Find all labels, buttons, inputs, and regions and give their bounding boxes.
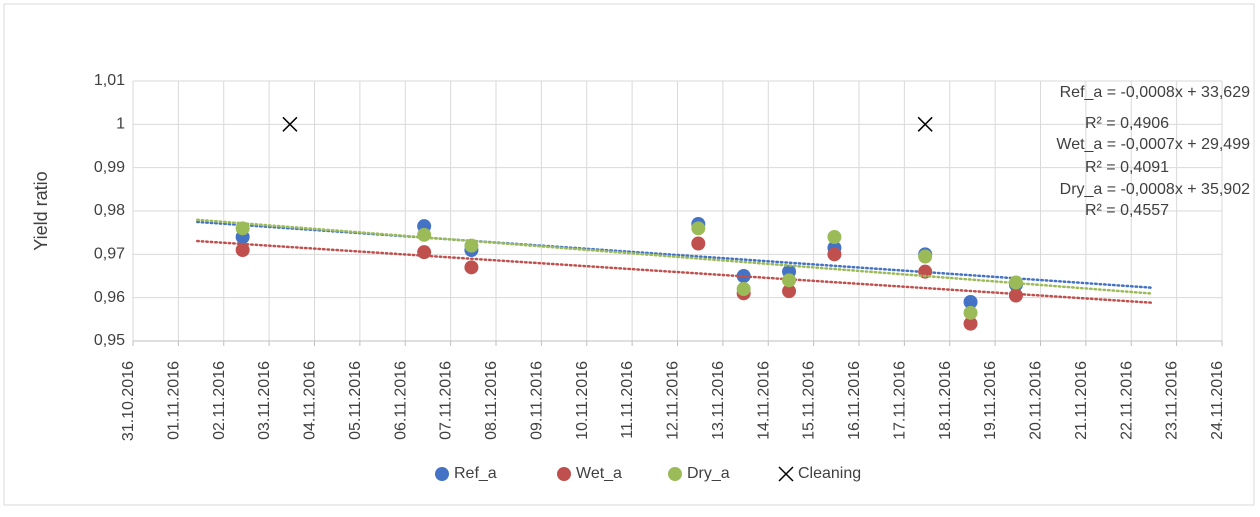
- x-tick-label: 19.11.2016: [982, 361, 999, 440]
- point: [464, 260, 479, 275]
- point: [827, 247, 842, 262]
- y-tick-label: 0,98: [94, 202, 125, 219]
- trendline-r2: R² = 0,4091: [1085, 159, 1169, 176]
- point: [464, 238, 479, 253]
- y-tick-label: 0,95: [94, 332, 125, 349]
- trendline-equation: Ref_a = -0,0008x + 33,629: [1060, 84, 1250, 101]
- y-tick-label: 0,97: [94, 246, 125, 263]
- x-tick-label: 22.11.2016: [1118, 361, 1135, 440]
- point: [736, 269, 751, 283]
- x-tick-label: 10.11.2016: [574, 361, 591, 440]
- x-tick-label: 14.11.2016: [755, 361, 772, 440]
- x-tick-label: 16.11.2016: [846, 361, 863, 440]
- trendline: [196, 218, 1154, 295]
- y-tick-label: 1: [116, 116, 125, 133]
- point: [963, 316, 978, 331]
- x-tick-label: 01.11.2016: [165, 361, 182, 440]
- point: [918, 249, 933, 264]
- x-tick-label: 31.10.2016: [120, 361, 137, 441]
- trendline-equation: Wet_a = -0,0007x + 29,499: [1056, 136, 1250, 153]
- y-tick-label: 0,99: [94, 159, 125, 176]
- point: [1008, 275, 1023, 290]
- legend-label: Ref_a: [454, 465, 497, 482]
- x-tick-label: 05.11.2016: [347, 361, 364, 440]
- trendline-r2: R² = 0,4906: [1085, 115, 1169, 132]
- legend-marker: [435, 467, 449, 481]
- x-tick-label: 11.11.2016: [619, 361, 636, 439]
- legend-label: Wet_a: [576, 465, 622, 482]
- trendline-r2: R² = 0,4557: [1085, 202, 1169, 219]
- point: [827, 230, 842, 244]
- x-tick-label: 08.11.2016: [483, 361, 500, 440]
- point: [782, 284, 797, 299]
- point: [235, 221, 250, 236]
- x-tick-label: 23.11.2016: [1164, 361, 1181, 440]
- legend-label: Dry_a: [687, 465, 730, 482]
- x-tick-label: 12.11.2016: [665, 361, 682, 440]
- x-tick-label: 17.11.2016: [891, 361, 908, 440]
- x-tick-label: 20.11.2016: [1028, 361, 1045, 440]
- point: [736, 282, 751, 296]
- marker-x: [917, 116, 933, 132]
- x-tick-label: 03.11.2016: [256, 361, 273, 440]
- x-tick-label: 09.11.2016: [528, 361, 545, 440]
- point: [417, 245, 432, 260]
- x-tick-label: 18.11.2016: [937, 361, 954, 440]
- x-tick-label: 15.11.2016: [801, 361, 818, 440]
- x-tick-label: 21.11.2016: [1073, 361, 1090, 440]
- trendline-equation: Dry_a = -0,0008x + 35,902: [1060, 181, 1250, 198]
- y-tick-label: 0,96: [94, 289, 125, 306]
- legend-label: Cleaning: [798, 465, 861, 482]
- legend-marker: [557, 467, 571, 481]
- y-tick-label: 1,01: [94, 72, 125, 89]
- point: [1008, 288, 1023, 303]
- x-tick-label: 13.11.2016: [710, 361, 727, 440]
- point: [417, 227, 432, 242]
- point: [963, 305, 978, 320]
- point: [691, 236, 706, 251]
- legend-marker: [668, 467, 682, 481]
- legend-marker: [778, 466, 794, 482]
- x-tick-label: 06.11.2016: [392, 361, 409, 440]
- trendline: [196, 239, 1154, 304]
- x-tick-label: 04.11.2016: [302, 361, 319, 440]
- point: [235, 243, 250, 257]
- x-tick-label: 24.11.2016: [1209, 361, 1226, 440]
- point: [691, 221, 706, 236]
- x-tick-label: 02.11.2016: [211, 361, 228, 440]
- point: [782, 273, 797, 288]
- x-tick-label: 07.11.2016: [438, 361, 455, 440]
- marker-x: [282, 116, 298, 132]
- point: [963, 295, 978, 309]
- y-axis-label: Yield ratio: [31, 171, 51, 250]
